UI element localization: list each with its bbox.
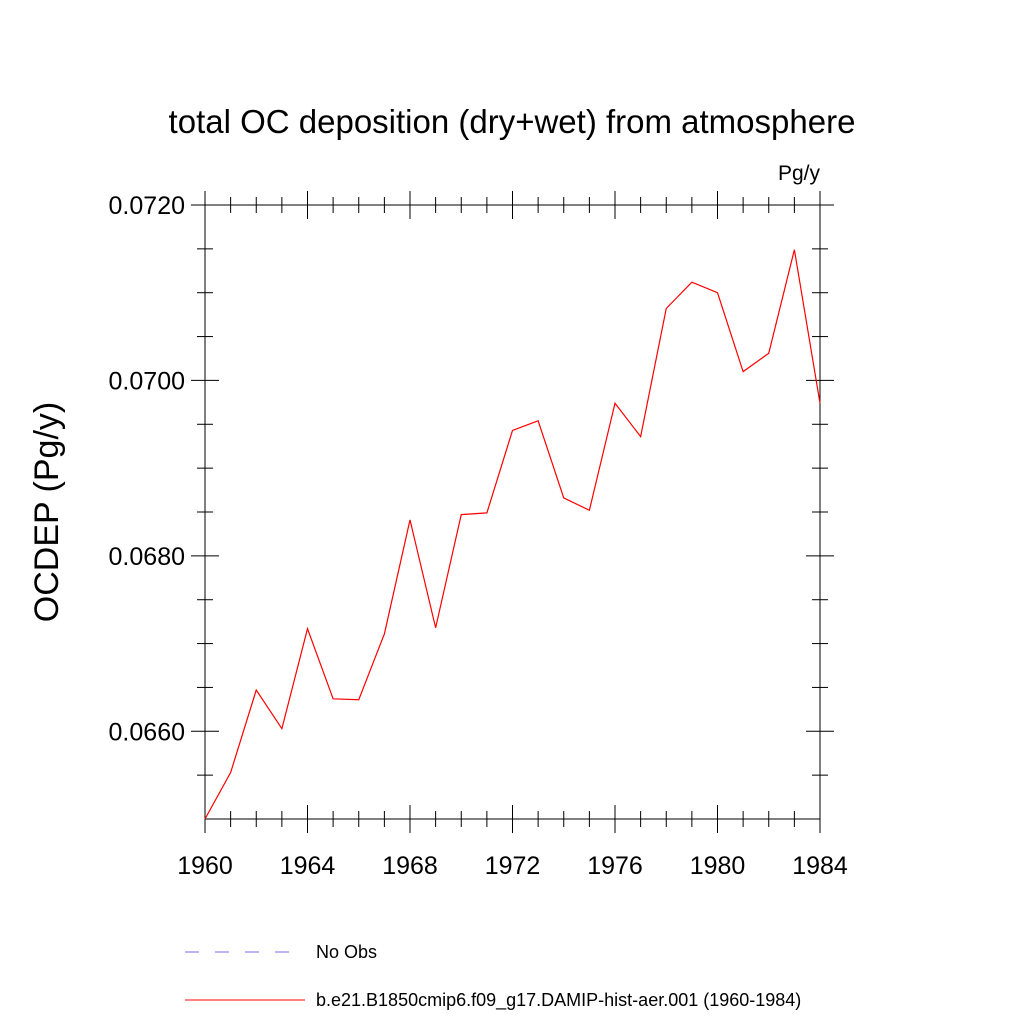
y-tick-label: 0.0700 [109,367,185,395]
x-tick-label: 1984 [792,852,848,880]
x-tick-label: 1980 [690,852,746,880]
x-tick-label: 1960 [177,852,233,880]
x-tick-label: 1976 [587,852,643,880]
units-label: Pg/y [778,162,821,185]
series-line-0 [204,249,821,820]
y-tick-label: 0.0680 [109,543,185,571]
x-tick-label: 1964 [280,852,336,880]
legend-label-model-run: b.e21.B1850cmip6.f09_g17.DAMIP-hist-aer.… [316,990,801,1011]
legend-label-no-obs: No Obs [316,942,377,962]
series-layer [204,249,821,820]
legend: No Obs b.e21.B1850cmip6.f09_g17.DAMIP-hi… [185,942,801,1011]
y-axis-ticks: 0.0660 0.0680 0.0700 0.0720 [109,192,834,776]
y-axis-label: OCDEP (Pg/y) [28,402,66,622]
x-tick-label: 1968 [382,852,438,880]
y-tick-label: 0.0660 [109,718,185,746]
x-axis-ticks: 1960 1964 1968 1972 1976 1980 1984 [177,191,848,880]
y-tick-label: 0.0720 [109,192,185,220]
plot-area-frame [204,204,821,820]
chart-title: total OC deposition (dry+wet) from atmos… [169,103,856,140]
x-tick-label: 1972 [485,852,541,880]
